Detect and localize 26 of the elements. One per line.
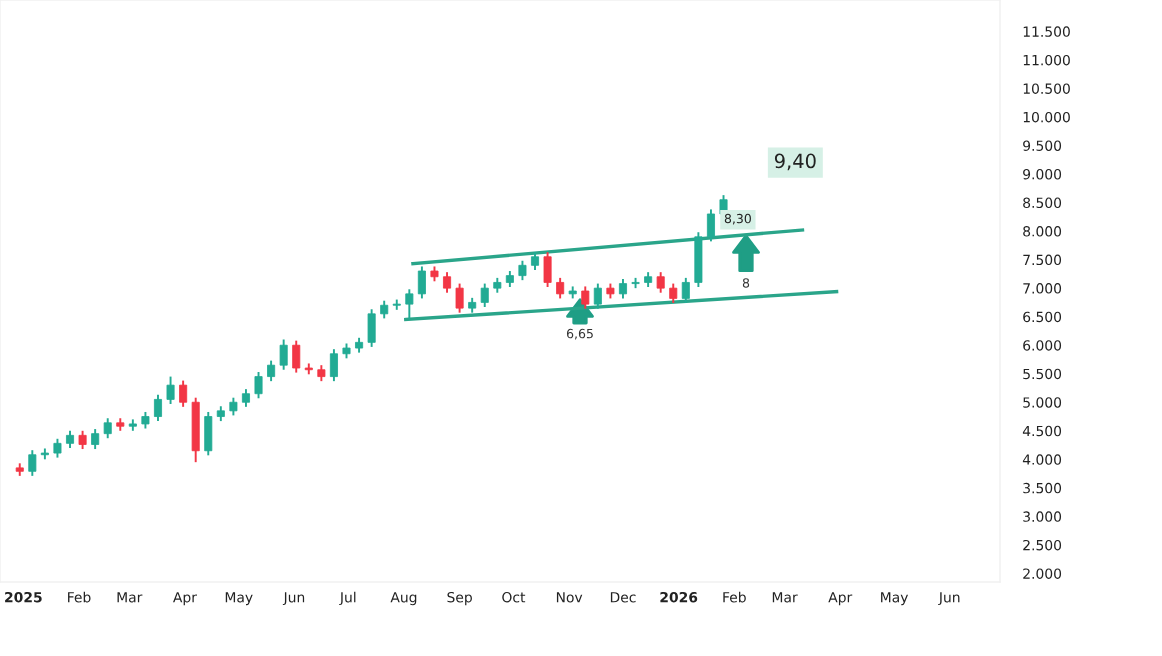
candlestick <box>204 410 213 457</box>
candlestick <box>279 338 288 371</box>
candlestick <box>543 251 552 288</box>
candlestick <box>179 379 188 408</box>
candlestick <box>329 348 338 383</box>
candlestick <box>455 282 464 314</box>
candlestick <box>480 282 489 308</box>
candlestick <box>78 429 87 451</box>
candlestick <box>103 417 112 440</box>
candlestick <box>292 339 301 374</box>
candlestick <box>153 393 162 423</box>
candlestick <box>53 437 62 459</box>
candlestick <box>518 259 527 282</box>
candlestick <box>267 359 276 383</box>
candlestick <box>254 371 263 400</box>
candlestick <box>166 375 175 405</box>
candlestick <box>28 449 37 477</box>
candlestick <box>91 428 100 451</box>
candlestick <box>669 282 678 304</box>
candlestick <box>556 276 565 300</box>
candlestick <box>367 308 376 348</box>
candlestick <box>581 285 590 310</box>
candlestick <box>656 271 665 294</box>
candlestick <box>443 271 452 294</box>
annotation: 9,40 <box>774 153 816 171</box>
candlestick <box>618 278 627 300</box>
